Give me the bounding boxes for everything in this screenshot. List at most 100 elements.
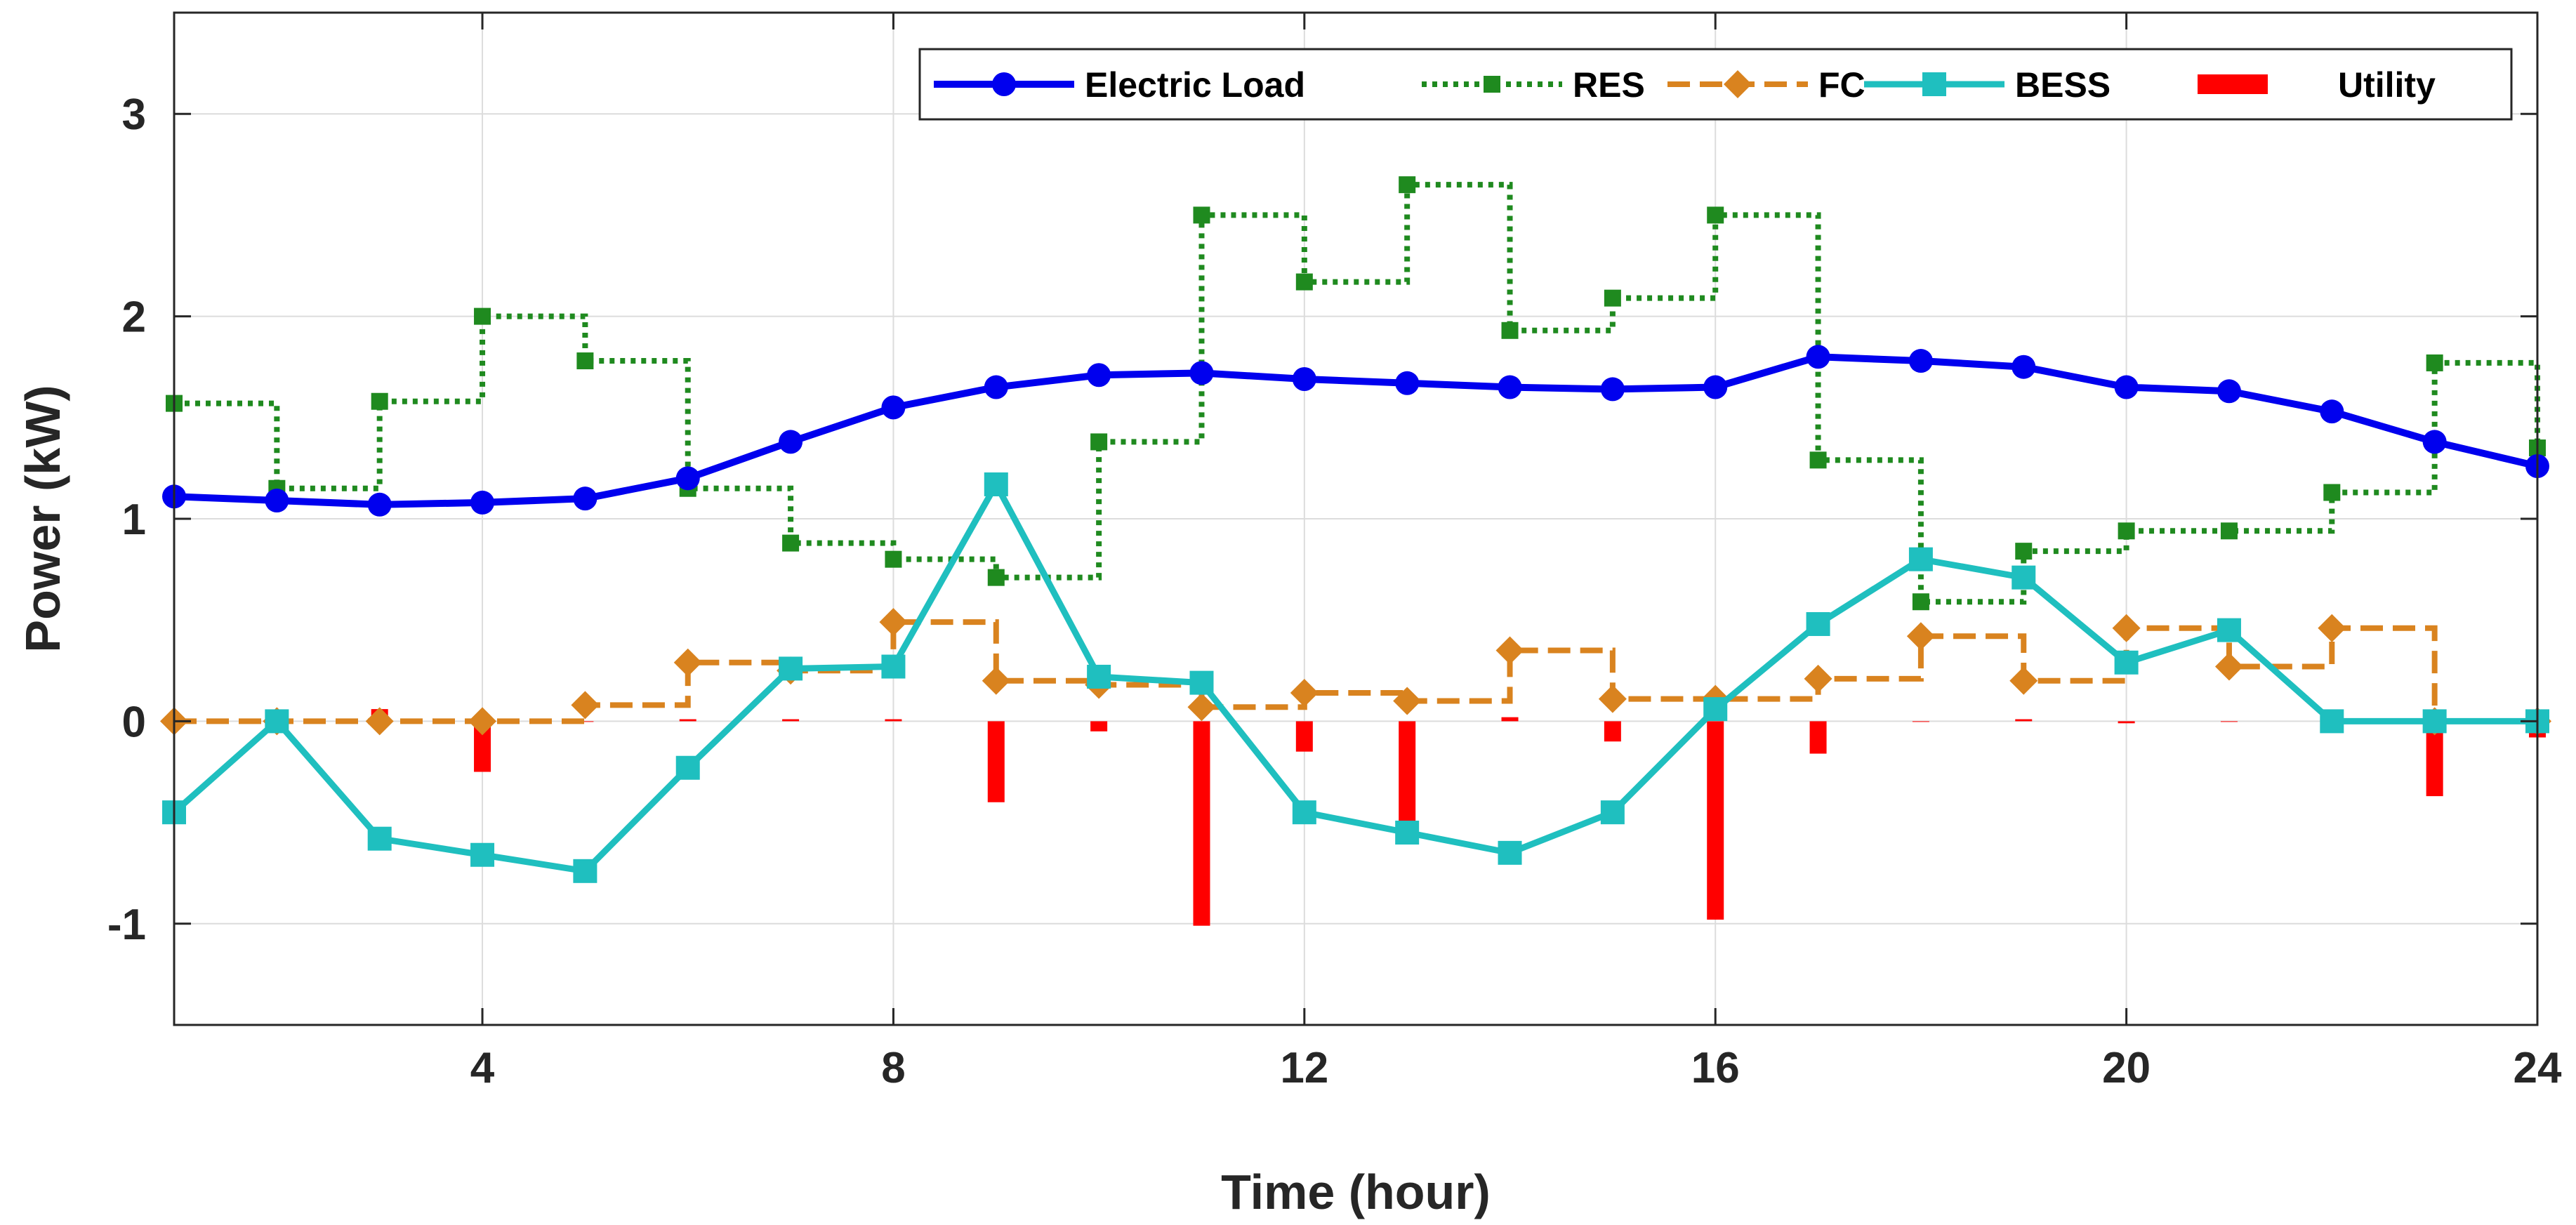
res-point: [1193, 206, 1210, 224]
electric-load-point: [2320, 399, 2344, 424]
bess-point: [573, 859, 597, 883]
res-point: [2220, 522, 2238, 540]
res-point: [2015, 543, 2033, 560]
fc-point: [879, 608, 908, 637]
bess-point: [2114, 650, 2139, 675]
res-point: [1604, 289, 1621, 307]
bess-point: [470, 842, 495, 867]
bess-point: [881, 654, 906, 679]
bess-point: [1292, 800, 1316, 825]
electric-load-point: [1087, 363, 1111, 388]
fc-point: [2112, 614, 2141, 642]
bess-point: [1600, 800, 1625, 825]
x-tick-label: 12: [1280, 1044, 1328, 1092]
electric-load-point: [1498, 375, 1522, 399]
y-axis: -1 0 1 2 3: [107, 91, 2537, 949]
electric-load-point: [573, 486, 597, 511]
legend-marker: [992, 72, 1016, 96]
bess-point: [1703, 697, 1728, 722]
res-point: [1912, 593, 1929, 611]
electric-load-point: [881, 395, 906, 420]
electric-load-point: [1189, 361, 1214, 385]
utility-bar: [885, 719, 902, 722]
legend-marker: [1922, 72, 1946, 96]
utility-bar: [2220, 721, 2238, 722]
y-axis-label: Power (kW): [15, 385, 70, 652]
res-point: [2323, 484, 2341, 501]
series-electric-load: [162, 345, 2549, 517]
bess-point: [1395, 821, 1420, 845]
legend-item-fc: FC: [1667, 65, 1865, 105]
electric-load-point: [2217, 379, 2241, 404]
bess-point: [1908, 547, 1933, 571]
legend-label: RES: [1573, 65, 1645, 105]
legend-marker: [1484, 76, 1500, 93]
bess-point: [675, 755, 700, 780]
series-layer: [160, 176, 2551, 926]
bess-point: [1498, 840, 1522, 865]
legend-item-utility: Utility: [2198, 65, 2436, 105]
res-point: [2426, 354, 2443, 371]
utility-bar: [1193, 721, 1210, 926]
bess-point: [2012, 565, 2036, 590]
bess-point: [984, 472, 1008, 496]
x-tick-label: 4: [470, 1044, 495, 1092]
electric-load-point: [1908, 349, 1933, 373]
res-point: [576, 352, 594, 370]
electric-load-point: [779, 430, 803, 454]
legend-item-bess: BESS: [1864, 65, 2111, 105]
fc-point: [2318, 614, 2346, 642]
fc-point: [1495, 636, 1524, 665]
res-point: [1707, 206, 1724, 224]
x-tick-label: 16: [1691, 1044, 1740, 1092]
utility-bar: [576, 721, 594, 722]
y-tick-label: -1: [107, 901, 146, 949]
fc-point: [571, 691, 600, 720]
fc-point: [673, 648, 702, 677]
res-point: [1501, 322, 1519, 339]
bess-point: [779, 656, 803, 681]
utility-bar: [987, 721, 1005, 802]
utility-bar: [1501, 717, 1519, 722]
bess-point: [2217, 618, 2241, 642]
electric-load-point: [2012, 355, 2036, 379]
legend-item-electric-load: Electric Load: [934, 65, 1305, 105]
bess-point: [2422, 709, 2447, 734]
fc-point: [1804, 664, 1832, 693]
fc-point: [982, 666, 1010, 695]
y-tick-label: 1: [122, 496, 146, 544]
res-point: [885, 550, 902, 568]
res-point: [782, 534, 800, 552]
series-bess: [162, 472, 2549, 883]
electric-load-point: [2114, 375, 2139, 399]
electric-load-point: [675, 466, 700, 491]
legend: Electric Load RES FC BESS Utility: [918, 48, 2513, 121]
legend-label: BESS: [2015, 65, 2111, 105]
utility-bar: [1604, 721, 1621, 742]
res-point: [1399, 176, 1416, 194]
fc-point: [1393, 687, 1422, 715]
bess-point: [1806, 611, 1830, 636]
y-tick-label: 2: [122, 293, 146, 342]
utility-bar: [782, 719, 800, 722]
utility-bar: [679, 719, 696, 722]
series-utility: [166, 709, 2546, 926]
utility-bar: [1399, 721, 1416, 823]
utility-bar: [1707, 721, 1724, 920]
fc-point: [1290, 679, 1319, 708]
utility-bar: [2118, 721, 2135, 724]
res-point: [2118, 522, 2135, 540]
fc-point: [1906, 622, 1935, 651]
x-tick-label: 8: [881, 1044, 905, 1092]
fc-point: [2009, 666, 2038, 695]
y-tick-label: 3: [122, 91, 146, 139]
utility-bar: [2015, 719, 2033, 722]
legend-label: Electric Load: [1085, 65, 1305, 105]
fc-point: [468, 707, 497, 736]
utility-bar: [1912, 721, 1929, 722]
legend-label: FC: [1818, 65, 1865, 105]
series-res: [166, 176, 2546, 611]
x-tick-label: 20: [2102, 1044, 2151, 1092]
electric-load-point: [1600, 377, 1625, 402]
